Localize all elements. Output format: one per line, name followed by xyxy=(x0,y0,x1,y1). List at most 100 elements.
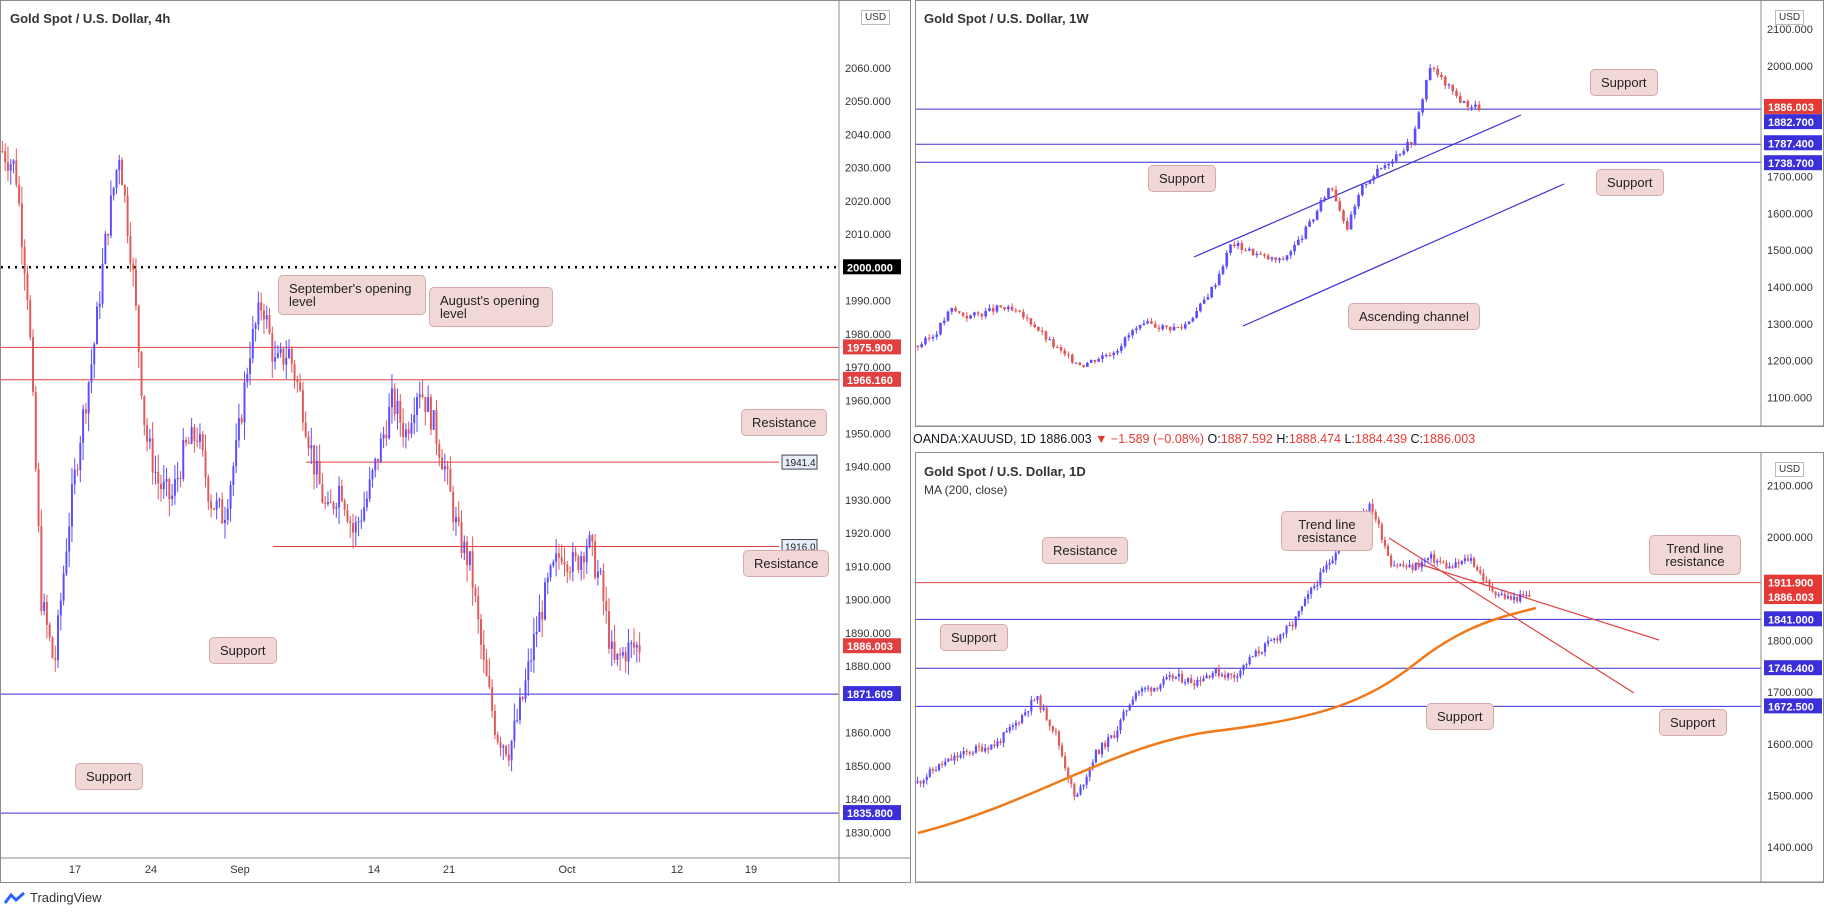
price-badge-aug-open: 1966.160 xyxy=(847,375,893,387)
price-badge-1841-bg xyxy=(1764,611,1822,627)
trendline-resistance-shallow xyxy=(1415,562,1660,641)
candle-body xyxy=(1322,569,1325,573)
candle-body xyxy=(1357,195,1360,207)
candle-body xyxy=(9,164,12,171)
price-badge-2000-bg xyxy=(843,259,901,275)
callout-support-mid: Support xyxy=(1426,703,1494,730)
candle-body xyxy=(582,556,585,563)
candle-body xyxy=(1368,180,1372,184)
candle-body xyxy=(1315,210,1319,220)
candle-body xyxy=(249,358,252,375)
candle-body xyxy=(460,522,463,554)
candle-body xyxy=(343,500,346,510)
candle-body xyxy=(1104,355,1108,357)
candle-body xyxy=(925,776,928,781)
candle-body xyxy=(1196,680,1199,686)
candle-body xyxy=(221,499,224,524)
candle-body xyxy=(1402,564,1405,567)
candle-body xyxy=(185,440,188,443)
candle-body xyxy=(204,450,207,478)
y-tick-label: 1400.000 xyxy=(1767,842,1813,854)
candle-body xyxy=(1070,354,1074,363)
candle-body xyxy=(1291,624,1294,627)
candle-body xyxy=(1208,675,1211,678)
candle-body xyxy=(552,561,555,566)
price-badge-last-bg xyxy=(843,638,901,654)
candle-body xyxy=(916,781,919,783)
price-badge-last: 1886.003 xyxy=(1768,592,1814,604)
candle-body xyxy=(1199,303,1202,312)
callout-trendline-resistance-left: Trend line resistance xyxy=(1281,511,1373,551)
candle-body xyxy=(931,336,935,339)
candle-body xyxy=(1345,221,1349,230)
candle-body xyxy=(1383,539,1387,547)
chart-4h-panel[interactable]: 202060.0002050.0002040.0002030.0002020.0… xyxy=(0,0,911,883)
candle-body xyxy=(76,469,79,471)
candle-body xyxy=(1245,664,1248,666)
candle-body xyxy=(942,320,946,323)
candle-body xyxy=(57,615,60,661)
indicator-label[interactable]: MA (200, close) xyxy=(924,483,1008,497)
price-badge-sep-open: 1975.900 xyxy=(847,342,893,354)
currency-badge[interactable]: USD xyxy=(1775,462,1805,477)
candle-body xyxy=(168,479,171,500)
chart-1w-canvas[interactable]: 2100.000 2000.000 1700.000 1600.000 1500.000… xyxy=(916,1,1824,427)
candle-body xyxy=(26,273,29,300)
chart-1d-canvas[interactable]: 2100.000 2000.000 1800.000 1700.000 1600.000… xyxy=(916,453,1824,883)
candle-body xyxy=(59,600,62,616)
candle-body xyxy=(1097,358,1101,362)
candle-body xyxy=(1405,566,1408,568)
candle-body xyxy=(396,400,399,415)
candle-body xyxy=(37,468,40,527)
price-badge-aug-open-bg xyxy=(843,371,901,387)
candle-body xyxy=(988,308,991,312)
candle-body xyxy=(1236,676,1239,678)
candle-body xyxy=(1116,730,1119,738)
candle-body xyxy=(1091,762,1094,768)
candle-body xyxy=(429,397,432,430)
tradingview-logo[interactable]: TradingView xyxy=(4,890,102,905)
candle-body xyxy=(1014,310,1018,312)
price-badge-1738: 1738.700 xyxy=(1768,158,1814,170)
currency-badge[interactable]: USD xyxy=(1775,10,1805,25)
candle-body xyxy=(1076,794,1079,797)
candle-body xyxy=(1010,306,1014,311)
candle-body xyxy=(530,660,533,662)
candle-body xyxy=(301,390,304,423)
candle-body xyxy=(1112,352,1116,356)
candle-body xyxy=(268,315,271,334)
candle-body xyxy=(1119,719,1122,731)
candle-body xyxy=(1319,200,1323,211)
price-badge-1787-bg xyxy=(1764,135,1822,151)
candle-body xyxy=(129,235,132,264)
candle-body xyxy=(352,523,354,533)
price-badge-support2-bg xyxy=(843,805,901,821)
candle-body xyxy=(23,247,26,274)
candle-body xyxy=(630,642,633,644)
candle-body xyxy=(148,438,151,442)
candle-body xyxy=(1522,593,1525,596)
candle-body xyxy=(1463,558,1466,562)
candle-body xyxy=(1371,503,1374,512)
candle-body xyxy=(1312,219,1315,222)
chart-1w-panel[interactable]: 2100.000 2000.000 1700.000 1600.000 1500.000… xyxy=(915,0,1824,427)
candle-body xyxy=(1131,330,1134,336)
x-tick-label: Sep xyxy=(230,864,250,876)
candle-body xyxy=(315,460,318,475)
price-badge-resistance: 1911.900 xyxy=(1768,578,1813,590)
currency-badge[interactable]: USD xyxy=(861,10,891,25)
high-label: H: xyxy=(1276,432,1289,446)
candle-body xyxy=(471,551,474,589)
candle-body xyxy=(1506,596,1510,599)
candle-body xyxy=(1229,244,1232,253)
chart-1d-panel[interactable]: 2100.000 2000.000 1800.000 1700.000 1600.000… xyxy=(915,452,1824,883)
price-badge-1841: 1841.000 xyxy=(1768,614,1814,626)
candle-body xyxy=(1024,712,1027,716)
candle-body xyxy=(1168,326,1172,331)
candle-body xyxy=(977,746,981,748)
chart-4h-canvas[interactable]: 202060.0002050.0002040.0002030.0002020.0… xyxy=(1,1,911,883)
candle-body xyxy=(360,520,363,522)
candle-body xyxy=(1477,104,1481,111)
candle-body xyxy=(452,491,455,522)
candle-body xyxy=(1432,67,1436,69)
